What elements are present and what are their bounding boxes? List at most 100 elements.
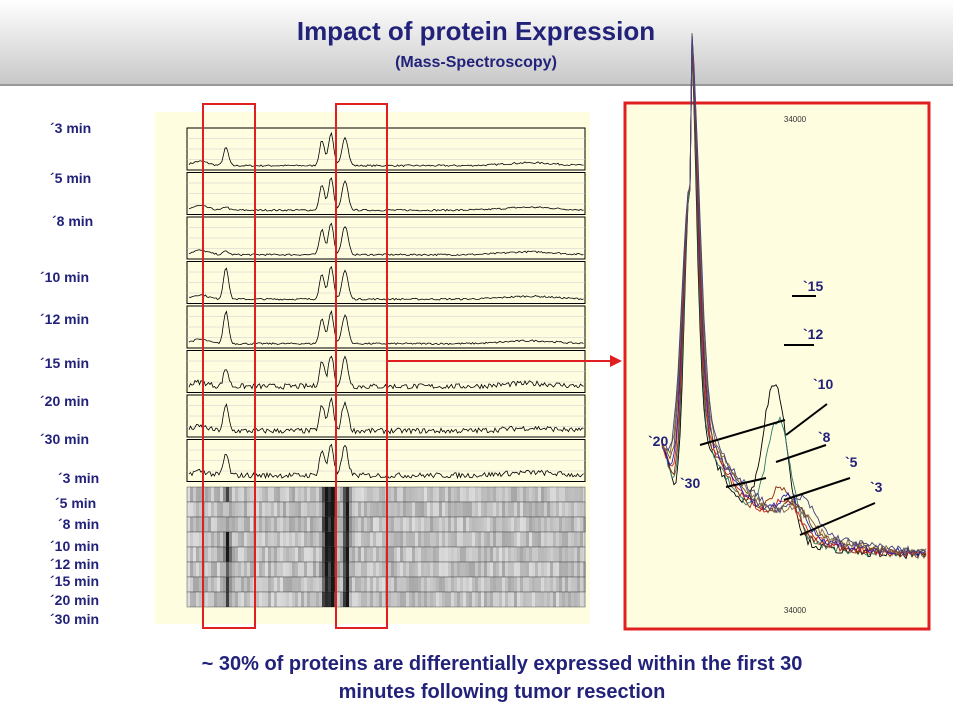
gel-band bbox=[424, 532, 427, 547]
gel-band bbox=[223, 547, 226, 562]
gel-band bbox=[535, 487, 538, 502]
gel-band bbox=[304, 547, 307, 562]
gel-band bbox=[331, 517, 334, 532]
gel-band bbox=[265, 502, 268, 517]
gel-band bbox=[550, 502, 553, 517]
gel-band bbox=[538, 592, 541, 607]
gel-band bbox=[439, 547, 442, 562]
gel-band bbox=[322, 562, 325, 577]
gel-band bbox=[262, 502, 265, 517]
gel-band bbox=[472, 517, 475, 532]
gel-band bbox=[448, 532, 451, 547]
gel-band bbox=[274, 487, 277, 502]
gel-band bbox=[271, 517, 274, 532]
gel-band bbox=[232, 562, 235, 577]
gel-band bbox=[556, 532, 559, 547]
gel-band bbox=[583, 577, 586, 592]
gel-band bbox=[247, 592, 250, 607]
gel-band bbox=[493, 502, 496, 517]
gel-band bbox=[442, 577, 445, 592]
gel-band bbox=[562, 592, 565, 607]
gel-band bbox=[292, 502, 295, 517]
gel-band bbox=[376, 577, 379, 592]
gel-band bbox=[250, 592, 253, 607]
gel-band bbox=[295, 502, 298, 517]
gel-band bbox=[328, 502, 331, 517]
gel-band bbox=[331, 532, 334, 547]
gel-band bbox=[283, 592, 286, 607]
gel-band bbox=[367, 502, 370, 517]
gel-band bbox=[379, 592, 382, 607]
gel-band bbox=[472, 487, 475, 502]
gel-band bbox=[481, 562, 484, 577]
gel-band bbox=[427, 502, 430, 517]
gel-band bbox=[316, 592, 319, 607]
gel-band bbox=[286, 532, 289, 547]
gel-band bbox=[562, 487, 565, 502]
gel-band bbox=[574, 532, 577, 547]
gel-band bbox=[499, 502, 502, 517]
gel-band bbox=[412, 487, 415, 502]
gel-band bbox=[325, 577, 328, 592]
gel-band bbox=[472, 532, 475, 547]
gel-band bbox=[400, 517, 403, 532]
gel-band bbox=[565, 592, 568, 607]
gel-band bbox=[292, 532, 295, 547]
gel-band bbox=[274, 562, 277, 577]
gel-band bbox=[286, 502, 289, 517]
gel-band bbox=[319, 547, 322, 562]
spectrum-label: ´30 min bbox=[40, 431, 89, 447]
gel-band bbox=[484, 562, 487, 577]
gel-band bbox=[436, 577, 439, 592]
gel-band bbox=[400, 592, 403, 607]
gel-band bbox=[241, 547, 244, 562]
gel-band bbox=[244, 502, 247, 517]
gel-band bbox=[400, 532, 403, 547]
gel-band bbox=[376, 502, 379, 517]
gel-band bbox=[349, 562, 352, 577]
gel-band bbox=[472, 577, 475, 592]
gel-band bbox=[532, 517, 535, 532]
gel-band bbox=[226, 577, 229, 592]
gel-band bbox=[553, 532, 556, 547]
gel-band bbox=[409, 517, 412, 532]
gel-band bbox=[559, 547, 562, 562]
gel-band bbox=[472, 592, 475, 607]
gel-band bbox=[259, 547, 262, 562]
gel-band bbox=[208, 562, 211, 577]
gel-band bbox=[523, 562, 526, 577]
gel-band bbox=[295, 562, 298, 577]
gel-band bbox=[214, 547, 217, 562]
gel-band bbox=[346, 562, 349, 577]
gel-band bbox=[232, 592, 235, 607]
gel-band bbox=[391, 517, 394, 532]
gel-band bbox=[583, 502, 586, 517]
gel-band bbox=[280, 562, 283, 577]
gel-band bbox=[580, 487, 583, 502]
gel-band bbox=[451, 547, 454, 562]
gel-band bbox=[520, 502, 523, 517]
gel-band bbox=[211, 592, 214, 607]
gel-band bbox=[193, 592, 196, 607]
gel-band bbox=[547, 562, 550, 577]
gel-band bbox=[193, 502, 196, 517]
gel-band bbox=[268, 592, 271, 607]
gel-band bbox=[301, 592, 304, 607]
gel-band bbox=[337, 592, 340, 607]
gel-band bbox=[577, 577, 580, 592]
gel-band bbox=[349, 487, 352, 502]
gel-band bbox=[268, 487, 271, 502]
gel-band bbox=[532, 592, 535, 607]
gel-band bbox=[439, 562, 442, 577]
gel-band bbox=[502, 502, 505, 517]
gel-band bbox=[277, 577, 280, 592]
gel-band bbox=[304, 487, 307, 502]
gel-band bbox=[397, 532, 400, 547]
gel-band bbox=[496, 577, 499, 592]
gel-band bbox=[259, 532, 262, 547]
gel-band bbox=[496, 532, 499, 547]
gel-band bbox=[241, 487, 244, 502]
gel-band bbox=[496, 592, 499, 607]
gel-band bbox=[268, 502, 271, 517]
gel-band bbox=[577, 517, 580, 532]
